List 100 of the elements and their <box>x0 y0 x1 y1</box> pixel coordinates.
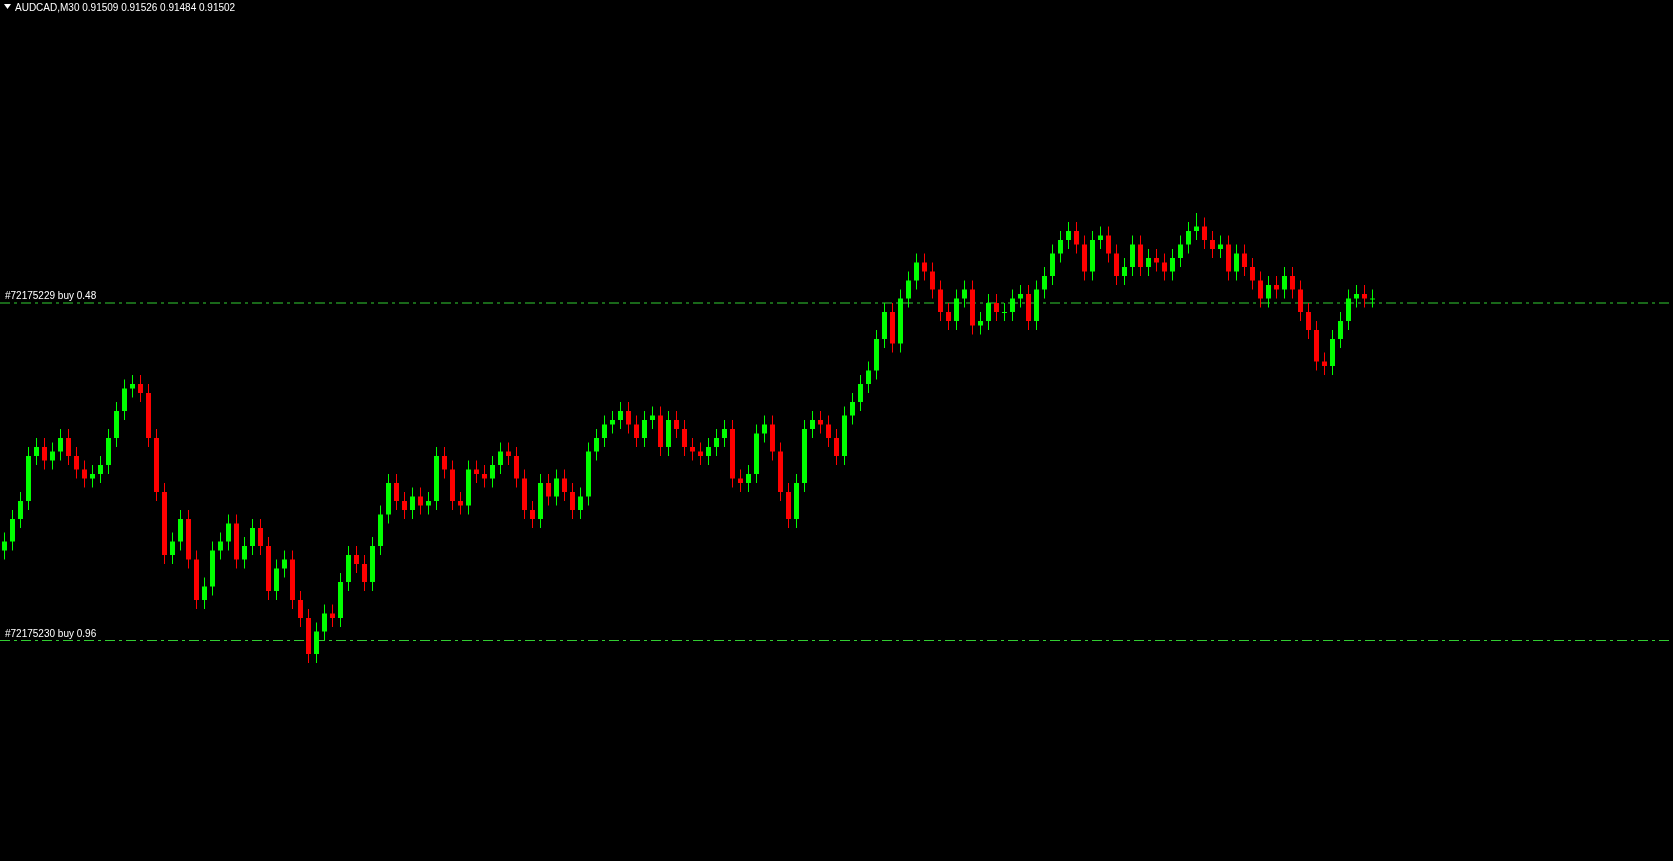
candlestick <box>258 518 263 556</box>
candlestick <box>922 253 927 281</box>
candlestick <box>82 460 87 488</box>
candlestick <box>58 428 63 461</box>
candlestick <box>986 293 991 331</box>
candlestick <box>2 532 7 560</box>
candlestick <box>1138 235 1143 277</box>
candlestick <box>978 311 983 335</box>
candlestick <box>602 415 607 448</box>
candlestick <box>1282 266 1287 299</box>
candlestick <box>442 446 447 479</box>
candlestick <box>1114 244 1119 286</box>
candlestick <box>642 410 647 448</box>
candlestick <box>1154 248 1159 272</box>
candlestick <box>682 419 687 457</box>
candlestick <box>34 437 39 466</box>
candlestick <box>458 491 463 515</box>
candlestick <box>722 419 727 448</box>
candlestick <box>994 293 999 322</box>
candlestick <box>226 514 231 551</box>
candlestick <box>1346 289 1351 331</box>
candlestick <box>74 446 79 479</box>
candlestick <box>42 437 47 470</box>
candlestick <box>402 491 407 520</box>
candlestick <box>1050 244 1055 286</box>
candlestick <box>1354 284 1359 308</box>
candlestick <box>962 280 967 308</box>
candlestick <box>1010 289 1015 322</box>
candlestick <box>594 428 599 461</box>
candlestick <box>1122 257 1127 286</box>
candlestick <box>1338 311 1343 349</box>
candlestick <box>1106 226 1111 263</box>
candlestick <box>498 442 503 475</box>
candlestick <box>314 622 319 664</box>
ref-line-label: #72175230 buy 0.96 <box>5 627 97 639</box>
candlestick <box>946 302 951 331</box>
candlestick <box>514 446 519 488</box>
candlestick <box>50 442 55 470</box>
candlestick <box>1042 266 1047 299</box>
candlestick <box>1130 235 1135 277</box>
candlestick <box>906 271 911 308</box>
candlestick <box>426 491 431 515</box>
candlestick <box>18 491 23 529</box>
candlestick <box>1266 275 1271 308</box>
candlestick <box>394 473 399 511</box>
candlestick <box>1018 284 1023 308</box>
candlestick <box>1186 221 1191 254</box>
candlestick <box>170 532 175 565</box>
candlestick <box>410 487 415 520</box>
candlestick <box>362 554 367 592</box>
candlestick <box>1362 284 1367 308</box>
candlestick <box>1298 280 1303 322</box>
candlestick <box>1002 302 1007 322</box>
candlestick <box>578 487 583 520</box>
candlestick <box>1250 257 1255 290</box>
candlestick <box>138 374 143 403</box>
candlestick <box>626 401 631 434</box>
candlestick <box>1274 275 1279 299</box>
candlestick <box>554 469 559 506</box>
candlestick <box>1306 302 1311 340</box>
candlestick <box>1258 271 1263 308</box>
candlestick <box>66 428 71 466</box>
candlestick <box>322 604 327 641</box>
candlestick <box>810 410 815 439</box>
candlestick <box>1074 221 1079 254</box>
candlestick <box>818 410 823 434</box>
candlestick <box>1170 248 1175 281</box>
candlestick <box>618 401 623 430</box>
candlestick <box>1370 289 1375 308</box>
candlestick <box>130 374 135 398</box>
candlestick <box>250 518 255 556</box>
candlestick <box>938 280 943 322</box>
candlestick <box>674 410 679 439</box>
candlestick <box>762 415 767 443</box>
candlestick <box>1210 230 1215 259</box>
candlestick <box>1202 217 1207 250</box>
candlestick <box>530 500 535 529</box>
candlestick <box>690 437 695 461</box>
candlestick <box>570 482 575 520</box>
candlestick <box>746 464 751 493</box>
candlestick <box>1234 244 1239 281</box>
candlestick <box>354 545 359 574</box>
candlestick <box>634 415 639 448</box>
candlestick <box>562 469 567 502</box>
candlestick <box>218 532 223 560</box>
candlestick <box>1178 235 1183 268</box>
candlestick <box>930 262 935 299</box>
candlestick <box>1242 244 1247 277</box>
candlestick <box>90 464 95 488</box>
candlestick <box>282 550 287 578</box>
candlestick <box>242 536 247 569</box>
chart-title: AUDCAD,M30 0.91509 0.91526 0.91484 0.91502 <box>15 2 236 13</box>
candlestick <box>482 464 487 488</box>
candlestick <box>826 415 831 448</box>
candlestick <box>706 437 711 466</box>
candlestick <box>1290 266 1295 299</box>
candlestick <box>98 455 103 484</box>
candlestick <box>1066 221 1071 250</box>
candlestick <box>866 361 871 394</box>
candlestick <box>546 473 551 506</box>
